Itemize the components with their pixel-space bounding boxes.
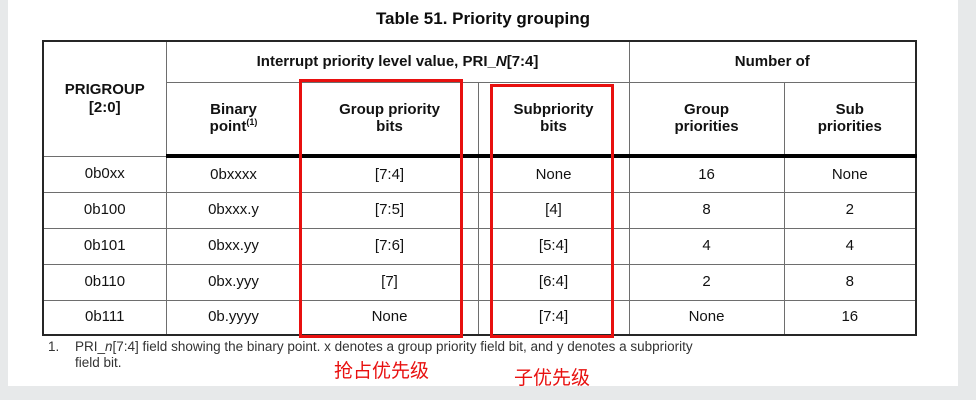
header-sub-priorities-line1: Sub (835, 100, 864, 118)
header-subpriority-line1: Subpriority (513, 100, 594, 118)
cell-subpriority-bits: [6:4] (477, 263, 630, 301)
table-subheader-row: Binary point(1) Group priority bits Subp… (43, 81, 917, 158)
highlight-box-group-priority (299, 79, 463, 338)
header-binary-line2: point(1) (169, 118, 299, 136)
footnote-pri-prefix: PRI_ (75, 339, 106, 354)
header-binary-word: point (209, 118, 247, 136)
footnote-number: 1. (48, 339, 60, 354)
cell-sub-priorities: None (783, 155, 917, 193)
header-group-priorities: Group priorities (628, 81, 785, 158)
footnote-text: PRI_n[7:4] field showing the binary poin… (75, 339, 693, 370)
table-row: 0b101 0bxx.yy [7:6] [5:4] 4 4 (42, 227, 917, 265)
cell-group-priority-bits: [7:5] (300, 191, 479, 229)
header-interrupt-suffix: [7:4] (506, 52, 539, 70)
cell-prigroup: 0b100 (42, 191, 167, 229)
table-row: 0b0xx 0bxxxx [7:4] None 16 None (42, 155, 917, 193)
header-group-priorities-line1: Group (684, 100, 730, 118)
header-interrupt-priority-level: Interrupt priority level value, PRI_N[7:… (165, 40, 630, 83)
table-row: 0b100 0bxxx.y [7:5] [4] 8 2 (42, 191, 917, 229)
footnote-ref-1: (1) (246, 117, 258, 128)
cell-prigroup: 0b101 (42, 227, 167, 265)
table-header-group-row: PRIGROUP [2:0] Interrupt priority level … (42, 40, 917, 157)
footnote-var-n: n (105, 339, 113, 354)
cell-group-priorities: 8 (628, 191, 785, 229)
header-binary-line1: Binary (210, 100, 257, 118)
table-row: 0b110 0bx.yyy [7] [6:4] 2 8 (42, 263, 917, 301)
cell-group-priority-bits: None (300, 299, 479, 336)
table-title: Table 51. Priority grouping (375, 9, 591, 28)
header-group-priorities-line2: priorities (674, 118, 739, 136)
priority-grouping-table: PRIGROUP [2:0] Interrupt priority level … (42, 40, 918, 336)
header-number-of: Number of (628, 40, 917, 83)
header-prigroup-line2: [2:0] (88, 98, 121, 116)
cell-subpriority-bits: [5:4] (477, 227, 630, 265)
header-group-priority-line1: Group priority (339, 100, 440, 118)
table-row: 0b111 0b.yyyy None [7:4] None 16 (42, 299, 917, 336)
cell-binary-point: 0b.yyyy (165, 299, 302, 336)
cell-group-priorities: 4 (628, 227, 785, 265)
annotation-preemption-priority: 抢占优先级 (334, 361, 430, 382)
cell-binary-point: 0bxx.yy (165, 227, 302, 265)
footnote-line1-rest: [7:4] field showing the binary point. x … (112, 339, 693, 354)
cell-prigroup: 0b111 (42, 299, 167, 336)
cell-group-priorities: None (628, 299, 785, 336)
cell-group-priorities: 16 (628, 155, 785, 193)
cell-sub-priorities: 8 (783, 263, 917, 301)
cell-group-priority-bits: [7:6] (300, 227, 479, 265)
header-sub-priorities-line2: priorities (817, 118, 882, 136)
footnote-line1: PRI_n[7:4] field showing the binary poin… (75, 339, 693, 354)
cell-prigroup: 0b0xx (42, 155, 167, 193)
cell-subpriority-bits: None (477, 155, 630, 193)
cell-binary-point: 0bxxx.y (165, 191, 302, 229)
header-prigroup: PRIGROUP [2:0] (42, 40, 167, 157)
header-subpriority-bits: Subpriority bits (477, 81, 630, 158)
header-group-priority-bits: Group priority bits (300, 81, 479, 158)
document-page: Table 51. Priority grouping PRIGROUP [2:… (8, 0, 958, 389)
cell-sub-priorities: 2 (783, 191, 917, 229)
cell-binary-point: 0bxxxx (165, 155, 302, 193)
footnote-line2: field bit. (75, 354, 122, 370)
header-group-priority-line2: bits (376, 118, 403, 136)
header-subpriority-line2: bits (540, 118, 567, 136)
cell-prigroup: 0b110 (42, 263, 167, 301)
header-sub-priorities: Sub priorities (783, 81, 917, 158)
header-interrupt-var-n: N (495, 52, 507, 70)
cell-subpriority-bits: [7:4] (477, 299, 630, 336)
cell-binary-point: 0bx.yyy (165, 263, 302, 301)
cell-sub-priorities: 16 (783, 299, 917, 336)
highlight-box-subpriority (490, 84, 614, 338)
annotation-sub-priority: 子优先级 (514, 368, 591, 389)
footnote: 1. PRI_n[7:4] field showing the binary p… (48, 339, 928, 370)
cell-group-priorities: 2 (628, 263, 785, 301)
header-binary-point: Binary point(1) (165, 81, 302, 158)
header-prigroup-line1: PRIGROUP (64, 81, 145, 99)
cell-sub-priorities: 4 (783, 227, 917, 265)
header-interrupt-prefix: Interrupt priority level value, PRI_ (256, 52, 496, 70)
cell-subpriority-bits: [4] (477, 191, 630, 229)
